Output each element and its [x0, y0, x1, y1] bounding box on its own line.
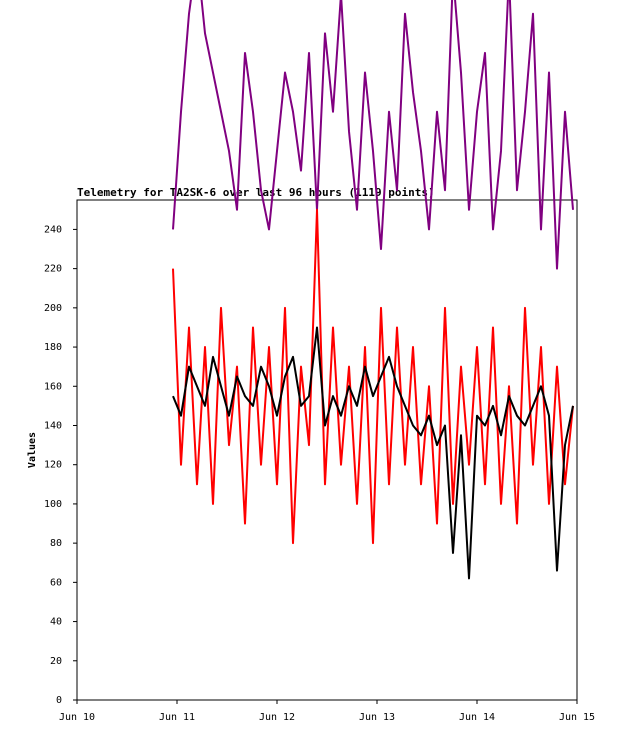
- y-tick-label: 0: [56, 695, 62, 706]
- y-tick-label: 200: [44, 303, 62, 314]
- y-tick-label: 220: [44, 264, 62, 275]
- y-tick-label: 120: [44, 460, 62, 471]
- y-tick-label: 60: [50, 577, 62, 588]
- series-line: [172, 326, 574, 580]
- y-tick-label: 100: [44, 499, 62, 510]
- series-line: [172, 0, 574, 270]
- y-tick-label: 240: [44, 224, 62, 235]
- series-line: [172, 208, 574, 545]
- x-tick-label: Jun 14: [459, 712, 495, 723]
- x-tick-label: Jun 15: [559, 712, 595, 723]
- x-tick-label: Jun 13: [359, 712, 395, 723]
- chart-title: Telemetry for TA2SK-6 over last 96 hours…: [77, 186, 435, 199]
- y-tick-label: 160: [44, 381, 62, 392]
- y-tick-label: 80: [50, 538, 62, 549]
- plot-frame: [76, 199, 578, 701]
- y-tick-label: 180: [44, 342, 62, 353]
- y-tick-label: 140: [44, 420, 62, 431]
- x-tick-label: Jun 11: [159, 712, 195, 723]
- y-tick-label: 20: [50, 656, 62, 667]
- x-tick-label: Jun 10: [59, 712, 95, 723]
- y-tick-label: 40: [50, 617, 62, 628]
- x-tick-label: Jun 12: [259, 712, 295, 723]
- y-axis-label: Values: [27, 432, 38, 468]
